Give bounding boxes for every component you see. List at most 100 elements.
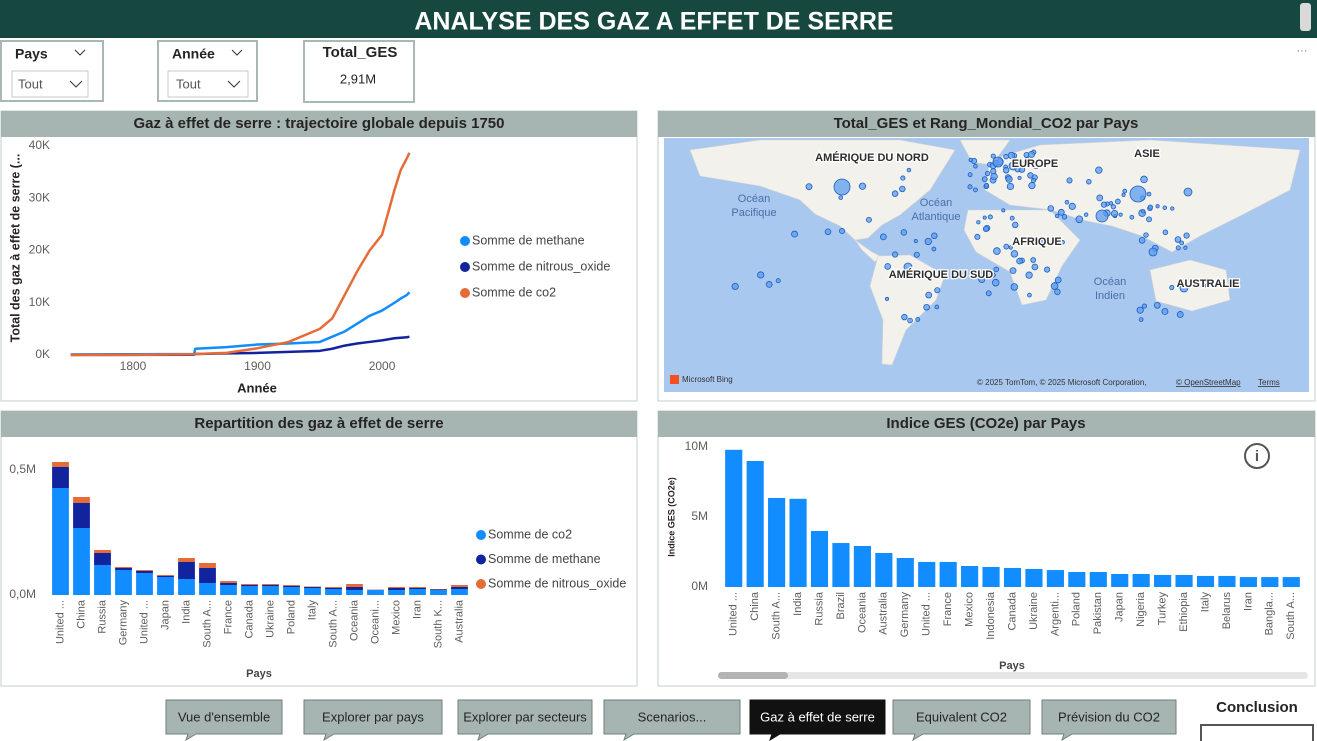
map-dot bbox=[913, 238, 918, 244]
map-dot bbox=[1016, 257, 1023, 265]
ocean-label: Atlantique bbox=[912, 211, 961, 223]
map-dot bbox=[1129, 214, 1135, 220]
map-dot bbox=[1068, 202, 1076, 210]
conclusion-link[interactable]: Conclusion bbox=[1216, 699, 1298, 716]
map-osm[interactable]: © OpenStreetMap bbox=[1176, 378, 1241, 387]
map-dot bbox=[1001, 208, 1006, 213]
y-tick-label: 5M bbox=[691, 509, 708, 523]
map-dot bbox=[1010, 250, 1019, 258]
continent-label: AMÉRIQUE DU NORD bbox=[815, 151, 929, 164]
x-tick-label: Oceani... bbox=[369, 600, 381, 644]
bar bbox=[1132, 573, 1150, 587]
x-tick-label: United ... bbox=[54, 600, 66, 644]
land bbox=[689, 139, 956, 241]
conclusion-box bbox=[1200, 724, 1314, 741]
map-dot bbox=[891, 251, 899, 258]
map-dot bbox=[973, 187, 978, 193]
map-dot bbox=[1176, 311, 1184, 318]
x-tick-label: Germany bbox=[899, 592, 911, 638]
x-tick-label: Italy bbox=[1199, 592, 1211, 613]
legend-swatch bbox=[460, 236, 470, 246]
map-dot bbox=[1179, 283, 1189, 293]
bar bbox=[451, 587, 468, 589]
map-dot bbox=[967, 172, 973, 178]
info-icon[interactable] bbox=[1244, 443, 1270, 469]
map-dot bbox=[1146, 216, 1152, 223]
y-tick-label: 0M bbox=[691, 579, 708, 593]
x-tick-label: Oceania bbox=[348, 599, 360, 641]
filter-label: Année bbox=[172, 46, 215, 62]
bar bbox=[52, 488, 69, 595]
bar bbox=[73, 503, 90, 528]
scroll-track bbox=[718, 672, 1308, 679]
panel bbox=[657, 410, 1316, 687]
dropdown[interactable] bbox=[167, 70, 249, 98]
bar bbox=[1154, 574, 1172, 587]
bar bbox=[1089, 572, 1107, 587]
map-dot bbox=[765, 281, 773, 288]
x-tick-label: South A... bbox=[201, 600, 213, 648]
x-axis-title: Pays bbox=[246, 668, 272, 680]
map-dot bbox=[1005, 175, 1013, 183]
map-dot bbox=[1007, 151, 1016, 160]
map-dot bbox=[1138, 317, 1144, 322]
bar bbox=[409, 588, 426, 589]
map-dot bbox=[833, 178, 851, 196]
map-dot bbox=[1018, 166, 1026, 173]
x-tick-label: Brazil bbox=[835, 592, 847, 620]
bar bbox=[388, 588, 405, 590]
nav-button[interactable] bbox=[457, 699, 593, 741]
nav-button[interactable] bbox=[749, 699, 886, 741]
map-dot bbox=[900, 229, 908, 236]
bar bbox=[178, 579, 195, 595]
map-dot bbox=[1044, 266, 1051, 273]
map-dot bbox=[1118, 212, 1123, 217]
nav-label: Explorer par pays bbox=[322, 709, 424, 724]
nav-button[interactable] bbox=[303, 699, 443, 741]
line-series bbox=[70, 291, 411, 356]
map-dot bbox=[981, 176, 988, 183]
map-terms[interactable]: Terms bbox=[1258, 378, 1280, 387]
bar bbox=[178, 562, 195, 579]
bar bbox=[896, 558, 914, 587]
nav-button[interactable] bbox=[603, 699, 741, 741]
bar bbox=[115, 570, 132, 595]
x-tick-label: 1800 bbox=[120, 359, 147, 373]
more-options[interactable]: ··· bbox=[1297, 45, 1308, 57]
scroll-thumb[interactable] bbox=[718, 672, 788, 679]
page-title: ANALYSE DES GAZ A EFFET DE SERRE bbox=[414, 8, 893, 36]
map-dot bbox=[1047, 205, 1055, 212]
map bbox=[664, 138, 1309, 392]
map-title: Total_GES et Rang_Mondial_CO2 par Pays bbox=[834, 115, 1139, 132]
bar bbox=[115, 568, 132, 570]
scrollbar[interactable] bbox=[1300, 3, 1311, 31]
bar bbox=[73, 528, 90, 595]
x-tick-label: United ... bbox=[138, 600, 150, 644]
map-dot bbox=[824, 228, 832, 236]
nav-button[interactable] bbox=[165, 699, 283, 741]
x-tick-label: Belarus bbox=[1221, 592, 1233, 630]
y-tick-label: 0,5M bbox=[9, 462, 36, 476]
nav-button[interactable] bbox=[1041, 699, 1177, 741]
chevron bbox=[231, 49, 243, 56]
bar bbox=[136, 571, 153, 573]
map-dot bbox=[967, 184, 973, 190]
bar bbox=[768, 497, 786, 587]
bar bbox=[1175, 574, 1193, 587]
bar bbox=[1261, 577, 1279, 587]
map-dot bbox=[1027, 172, 1034, 179]
map-dot bbox=[973, 163, 978, 169]
bar bbox=[199, 568, 216, 583]
map-dot bbox=[925, 291, 933, 299]
map-dot bbox=[1054, 276, 1062, 284]
legend-label: Somme de methane bbox=[488, 552, 601, 566]
bar bbox=[346, 584, 363, 587]
map-dot bbox=[907, 317, 913, 324]
dropdown[interactable] bbox=[11, 70, 89, 98]
bar bbox=[94, 565, 111, 595]
bar bbox=[961, 566, 979, 587]
x-tick-label: South A... bbox=[327, 600, 339, 648]
map-dot bbox=[913, 251, 920, 258]
nav-button[interactable] bbox=[892, 699, 1031, 741]
